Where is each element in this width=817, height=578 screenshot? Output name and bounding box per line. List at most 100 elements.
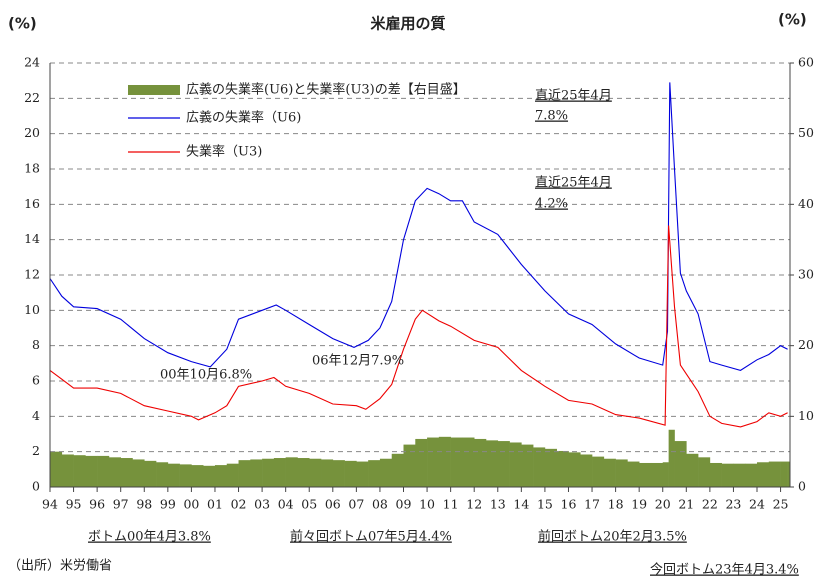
y-tick-label: 14 — [24, 231, 40, 246]
bar — [250, 459, 263, 487]
y-tick-label: 2 — [32, 443, 40, 458]
bar — [167, 463, 180, 487]
x-tick-label: 04 — [278, 497, 294, 512]
x-tick-label: 25 — [773, 497, 789, 512]
y2-axis-label: (%) — [778, 11, 807, 29]
y-tick-label: 18 — [24, 161, 40, 176]
bar — [391, 453, 404, 487]
bar — [497, 441, 510, 487]
annotation: 00年10月6.8% — [160, 368, 252, 383]
bar — [686, 453, 699, 487]
x-tick-label: 06 — [325, 497, 341, 512]
legend-label: 失業率（U3) — [186, 144, 262, 160]
x-tick-label: 95 — [66, 497, 82, 512]
bar — [768, 461, 781, 487]
bar — [639, 462, 652, 487]
bar — [568, 452, 581, 487]
bar — [262, 458, 275, 487]
x-tick-label: 13 — [490, 497, 506, 512]
bar — [368, 460, 381, 487]
x-tick-label: 22 — [702, 497, 718, 512]
y2-tick-label: 60 — [798, 55, 814, 70]
x-tick-label: 23 — [725, 497, 741, 512]
x-tick-label: 99 — [160, 497, 176, 512]
y-tick-label: 24 — [24, 55, 40, 70]
x-tick-label: 16 — [561, 497, 577, 512]
legend-label: 広義の失業率(U6)と失業率(U3)の差【右目盛】 — [186, 82, 466, 98]
bar — [603, 458, 616, 487]
annotation: 前々回ボトム07年5月4.4% — [290, 529, 452, 545]
y2-tick-label: 40 — [798, 196, 814, 211]
bar — [757, 462, 770, 487]
annotation: ボトム00年4月3.8% — [88, 530, 211, 545]
annotation: 4.2% — [535, 197, 568, 212]
bar — [427, 437, 440, 487]
bar — [745, 463, 758, 487]
bar — [403, 444, 416, 487]
y2-tick-label: 10 — [798, 408, 814, 423]
bar — [592, 456, 605, 487]
y2-tick-label: 50 — [798, 125, 814, 140]
x-tick-label: 08 — [372, 497, 388, 512]
bar — [533, 447, 546, 487]
annotation: 今回ボトム23年4月3.4% — [650, 562, 799, 578]
y-tick-label: 10 — [24, 302, 40, 317]
y-tick-label: 8 — [32, 337, 40, 352]
legend-swatch — [128, 85, 180, 95]
bar — [179, 464, 192, 487]
bar — [698, 457, 711, 487]
y-tick-label: 16 — [24, 196, 40, 211]
x-tick-label: 10 — [419, 497, 435, 512]
bar — [474, 438, 487, 487]
bar — [50, 451, 63, 487]
source: （出所）米労働省 — [8, 559, 112, 574]
bar — [379, 458, 393, 487]
x-tick-label: 05 — [301, 497, 317, 512]
x-tick-label: 18 — [608, 497, 624, 512]
bar — [191, 465, 204, 487]
bar — [120, 458, 133, 487]
y-tick-label: 22 — [24, 90, 40, 105]
bar — [309, 458, 322, 487]
x-tick-label: 12 — [466, 497, 482, 512]
bar — [556, 450, 569, 487]
x-tick-label: 21 — [678, 497, 694, 512]
bar — [615, 459, 628, 487]
bar — [787, 461, 791, 487]
bar — [438, 436, 451, 487]
x-tick-label: 02 — [231, 497, 247, 512]
y-axis-label: (%) — [8, 15, 37, 33]
x-tick-label: 97 — [113, 497, 129, 512]
y-tick-label: 6 — [32, 373, 40, 388]
bar — [214, 465, 228, 487]
bar — [226, 463, 239, 487]
bar — [203, 465, 216, 487]
bar — [415, 438, 428, 487]
bar — [450, 437, 463, 487]
bar — [344, 460, 357, 487]
y2-tick-label: 20 — [798, 337, 814, 352]
x-tick-label: 09 — [396, 497, 412, 512]
bar — [132, 459, 145, 487]
x-tick-label: 00 — [183, 497, 199, 512]
annotation: 06年12月7.9% — [312, 354, 404, 369]
bar — [650, 462, 664, 487]
bar — [721, 463, 734, 487]
bar — [321, 459, 334, 487]
bar — [156, 462, 169, 487]
y2-tick-label: 0 — [798, 479, 806, 494]
bar — [521, 444, 534, 487]
bar — [668, 429, 675, 487]
bar — [485, 440, 499, 487]
line — [49, 82, 788, 371]
bar — [97, 455, 110, 487]
bar — [709, 462, 722, 487]
x-tick-label: 07 — [348, 497, 364, 512]
bar — [509, 442, 522, 487]
x-tick-label: 96 — [89, 497, 105, 512]
annotation: 前回ボトム20年2月3.5% — [538, 529, 687, 545]
y-tick-label: 4 — [32, 408, 40, 423]
x-tick-label: 01 — [207, 497, 223, 512]
bar — [332, 460, 345, 487]
